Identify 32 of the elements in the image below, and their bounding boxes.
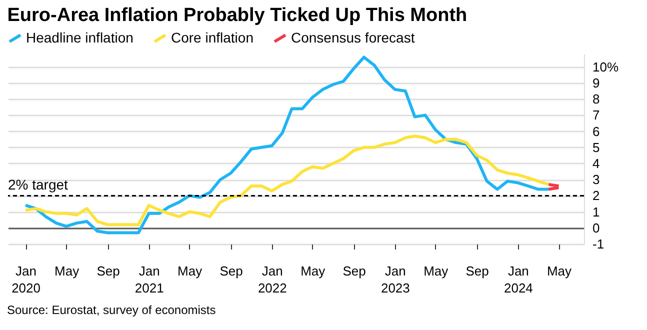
y-tick-label: 2 [592, 188, 600, 204]
legend-label: Core inflation [171, 29, 254, 46]
ref-line-label: 2% target [8, 176, 68, 193]
y-tick-label: 0 [592, 220, 600, 236]
x-tick-label: May [300, 264, 326, 278]
y-tick-label: 3 [592, 172, 600, 188]
x-tick-label: May [424, 264, 449, 278]
x-tick-label: Sep [466, 264, 489, 278]
y-tick-label: 5 [592, 140, 600, 155]
y-tick-label: 9 [592, 75, 600, 90]
x-tick-label: Jan 2022 [258, 264, 287, 296]
x-tick-label: May [54, 264, 80, 278]
chart-title: Euro-Area Inflation Probably Ticked Up This Month [7, 5, 468, 26]
x-tick-label: Sep [220, 264, 243, 278]
y-tick-label: 6 [592, 124, 600, 139]
y-tick-label: -1 [592, 236, 604, 252]
legend-label: Consensus forecast [291, 29, 415, 46]
x-tick-label: Jan 2023 [380, 264, 410, 296]
x-tick-label: Jan 2021 [134, 264, 164, 296]
y-tick-label: 7 [592, 108, 600, 123]
y-tick-label: 4 [592, 156, 600, 171]
y-tick-label: 1 [592, 204, 600, 220]
legend-label: Headline inflation [26, 29, 134, 46]
x-tick-label: Sep [342, 264, 366, 278]
y-tick-label: 10% [592, 59, 619, 74]
x-tick-label: May [178, 264, 203, 278]
x-tick-label: Jan 2024 [504, 264, 533, 296]
x-tick-label: May [546, 264, 572, 278]
y-tick-label: 8 [592, 92, 600, 107]
source-note: Source: Eurostat, survey of economists [7, 303, 217, 317]
x-tick-label: Jan 2020 [12, 264, 40, 296]
x-tick-label: Sep [96, 264, 120, 278]
